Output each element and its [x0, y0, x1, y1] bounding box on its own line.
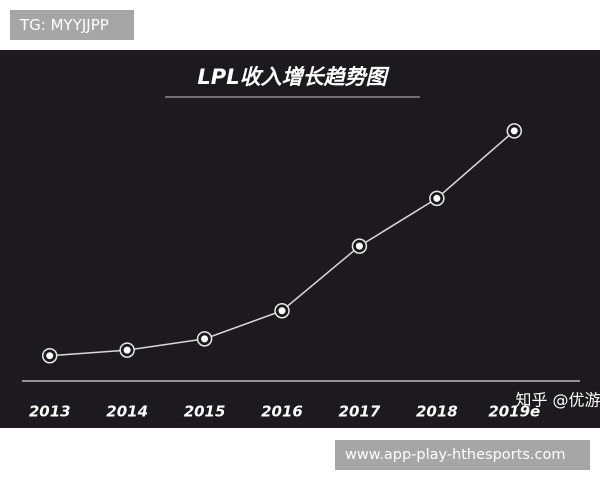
marker: [355, 242, 363, 250]
x-tick-label: 2017: [339, 403, 381, 421]
marker: [46, 352, 54, 360]
x-tick-label: 2016: [261, 403, 303, 421]
marker: [510, 127, 518, 135]
top-tag: TG: MYYJJPP: [10, 10, 134, 40]
marker: [201, 335, 209, 343]
site-tag: www.app-play-hthesports.com: [335, 440, 590, 470]
chart-title: LPL收入增长趋势图: [197, 65, 389, 89]
marker: [123, 346, 131, 354]
chart-background: [0, 50, 600, 428]
x-tick-label: 2013: [29, 403, 71, 421]
marker: [278, 307, 286, 315]
x-tick-label: 2014: [106, 403, 148, 421]
marker: [433, 194, 441, 202]
watermark: 知乎 @优游: [515, 391, 600, 410]
x-tick-label: 2018: [416, 403, 458, 421]
x-tick-label: 2019e: [488, 403, 540, 421]
x-tick-label: 2015: [184, 403, 226, 421]
